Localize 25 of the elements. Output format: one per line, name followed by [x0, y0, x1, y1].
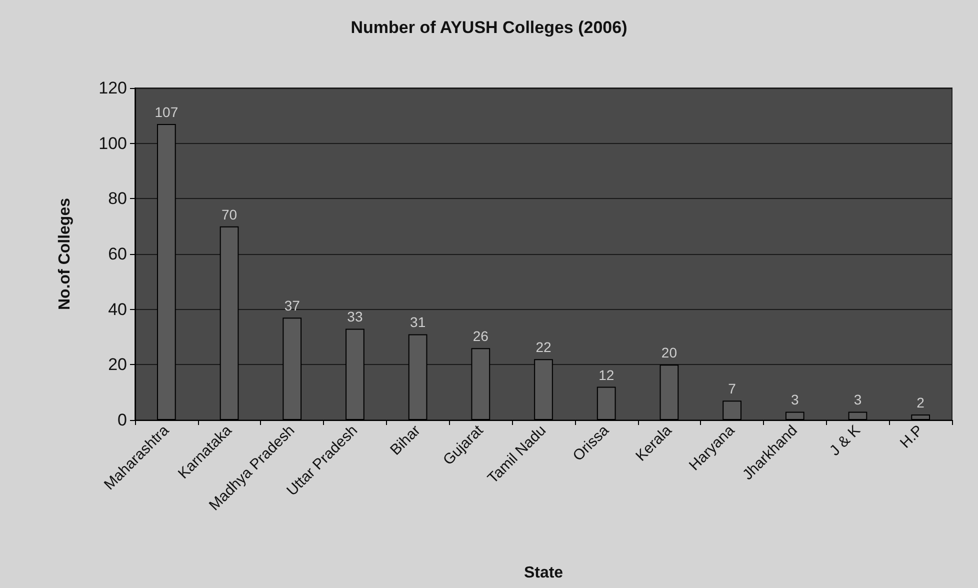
chart-title: Number of AYUSH Colleges (2006) [350, 18, 628, 37]
data-label: 12 [598, 366, 614, 383]
data-label: 31 [410, 314, 426, 330]
data-label: 37 [284, 298, 300, 314]
y-tick-label: 0 [118, 410, 127, 430]
data-label: 33 [347, 308, 363, 325]
x-tick-label: J & K [826, 422, 864, 460]
data-label: 70 [221, 206, 238, 222]
data-label: 3 [854, 392, 862, 408]
data-label: 20 [661, 344, 678, 361]
y-tick-label: 60 [108, 244, 127, 264]
x-axis-title: State [524, 564, 564, 582]
data-label: 7 [728, 380, 736, 397]
data-label: 26 [472, 328, 489, 344]
y-tick-label: 20 [108, 355, 127, 374]
y-tick-label: 80 [108, 189, 127, 208]
data-label: 22 [536, 339, 552, 356]
data-label: 2 [916, 394, 925, 410]
data-label: 107 [154, 104, 178, 120]
data-label: 3 [790, 392, 799, 408]
y-tick-label: 40 [108, 300, 127, 319]
x-tick-label: H.P [896, 422, 927, 452]
y-tick-label: 100 [98, 134, 127, 153]
y-tick-label: 120 [98, 78, 127, 98]
y-axis-title: No.of Colleges [56, 198, 74, 310]
